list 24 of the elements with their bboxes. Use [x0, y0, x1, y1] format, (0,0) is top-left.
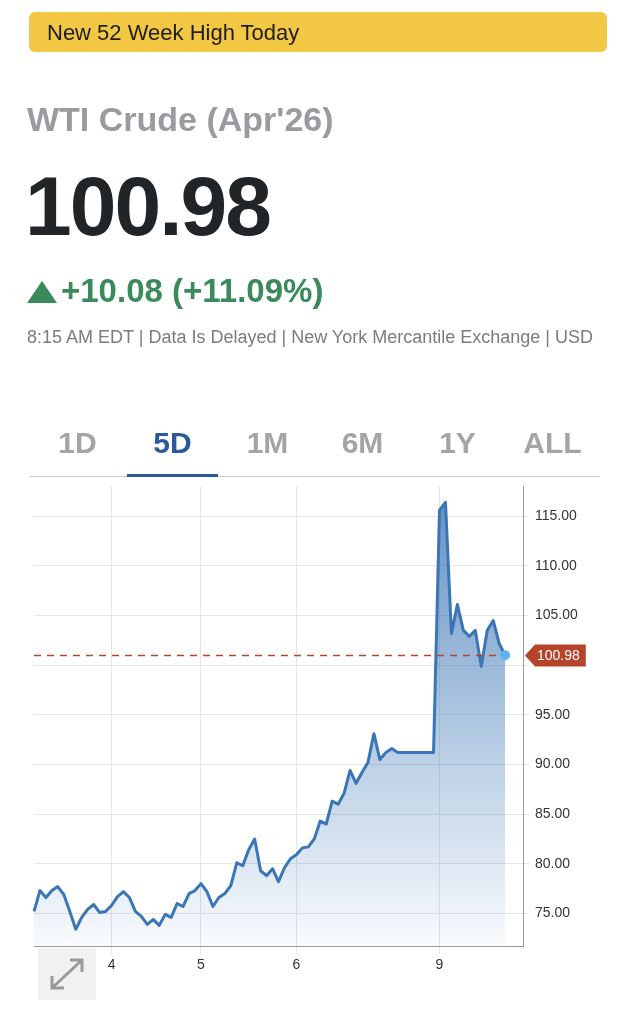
- x-tick-label: 4: [107, 956, 116, 973]
- y-tick-label: 90.00: [535, 755, 571, 772]
- text: ALL: [523, 426, 582, 459]
- text: 1Y: [439, 426, 476, 459]
- text: 8:15 AM EDT | Data Is Delayed | New York Mercantile Exchange | USD: [27, 326, 594, 349]
- y-tick-label: 95.00: [535, 705, 571, 722]
- x-tick-label: 6: [292, 956, 301, 973]
- y-tick-label: 110.00: [535, 556, 577, 573]
- y-tick-label: 115.00: [535, 507, 577, 524]
- text: 5D: [153, 426, 192, 459]
- text: 1D: [58, 426, 97, 459]
- y-tick-label: 85.00: [535, 804, 571, 821]
- chart-title: WTI Crude (Apr'26): [27, 100, 334, 139]
- y-tick-label: 75.00: [535, 904, 571, 921]
- text: 6M: [341, 426, 384, 459]
- x-tick-label: 9: [435, 956, 444, 973]
- ref-line-label: 100.98: [537, 647, 581, 664]
- text: +10.08 (+11.09%): [61, 272, 324, 310]
- text: 1M: [246, 426, 289, 459]
- y-tick-label: 105.00: [535, 606, 579, 623]
- x-tick-label: 5: [197, 956, 206, 973]
- text: 100.98: [25, 158, 270, 255]
- y-tick-label: 80.00: [535, 854, 571, 871]
- text: New 52 Week High Today: [29, 12, 607, 52]
